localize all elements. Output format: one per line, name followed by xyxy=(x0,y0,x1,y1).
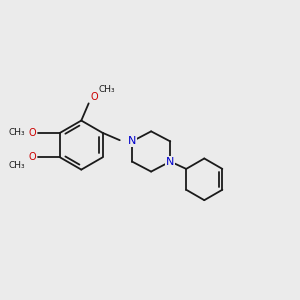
Text: N: N xyxy=(128,136,136,146)
Text: O: O xyxy=(90,92,98,101)
Text: CH₃: CH₃ xyxy=(9,161,26,170)
Text: N: N xyxy=(166,157,175,166)
Text: CH₃: CH₃ xyxy=(9,128,26,137)
Text: O: O xyxy=(29,128,36,138)
Text: CH₃: CH₃ xyxy=(99,85,116,94)
Text: O: O xyxy=(29,152,36,162)
